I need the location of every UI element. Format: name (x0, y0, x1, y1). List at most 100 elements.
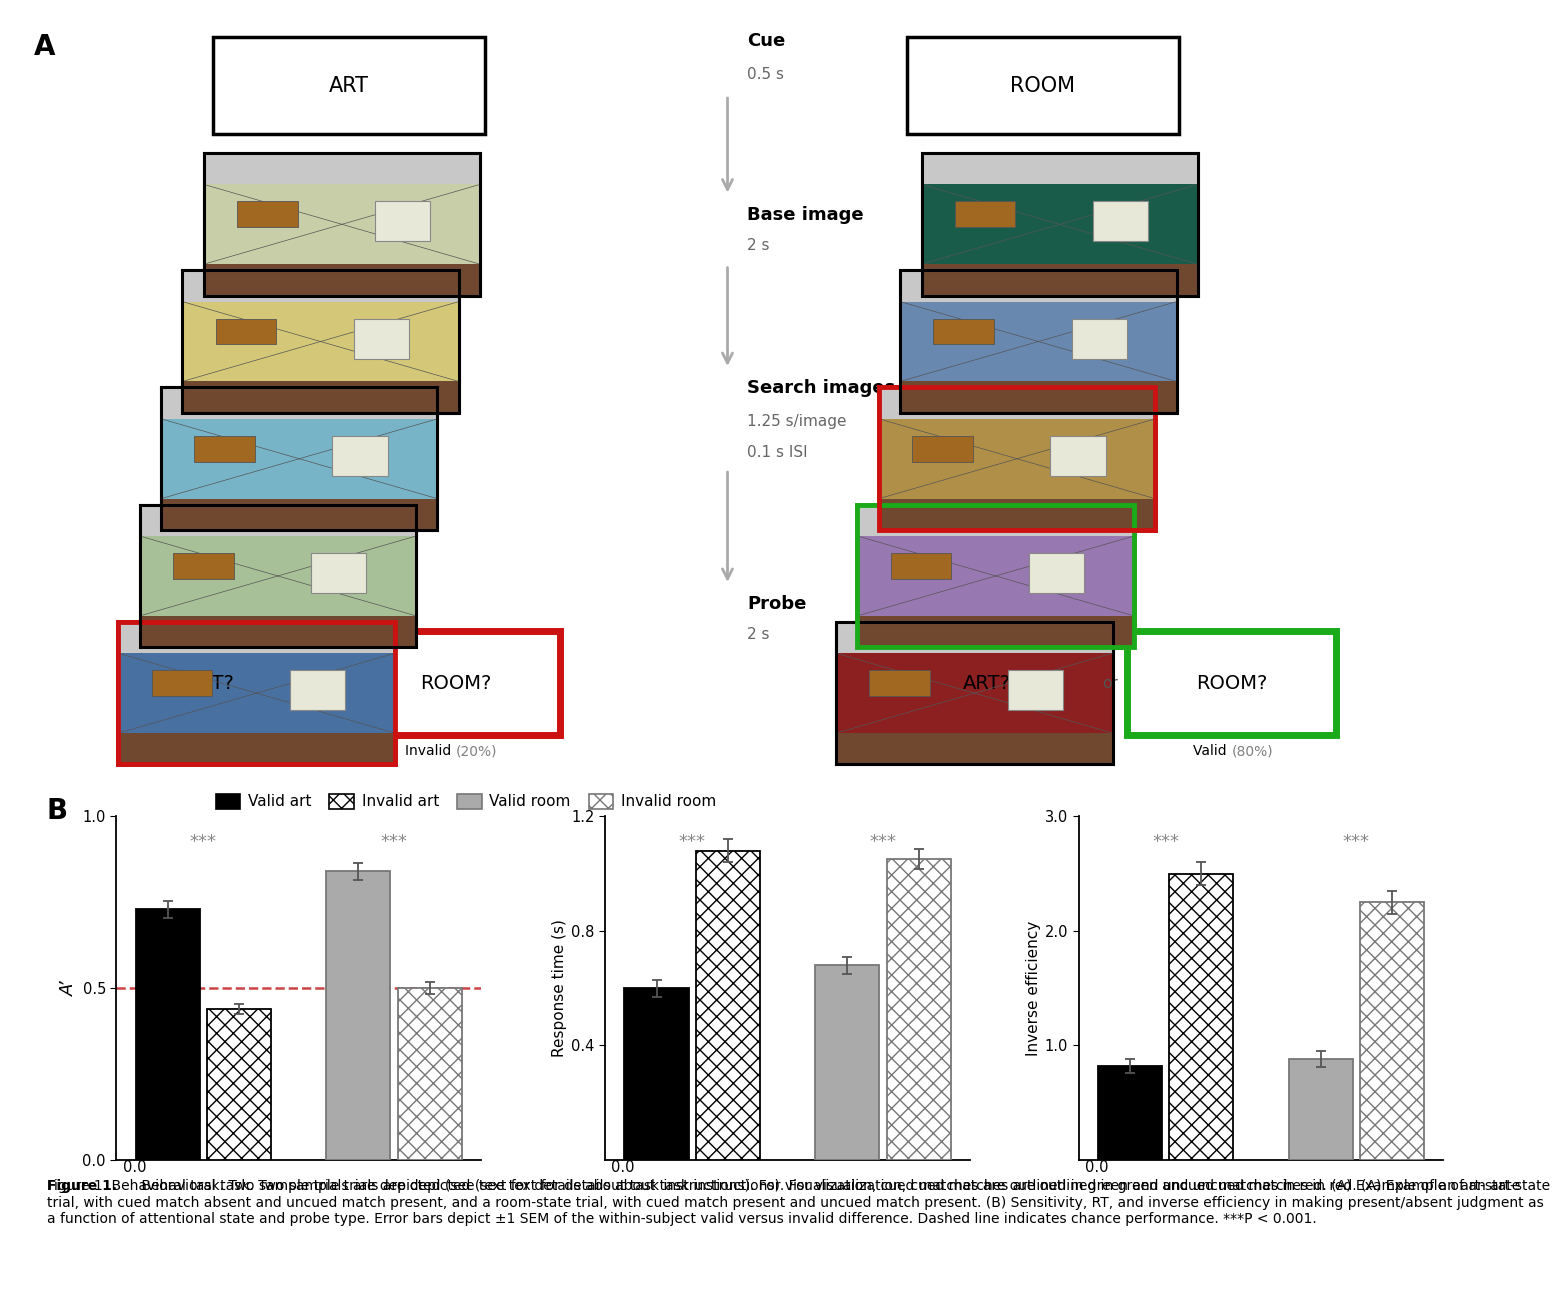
Bar (886, 859, 951, 1160)
Text: ROOM: ROOM (1010, 75, 1076, 96)
Text: ART?: ART? (964, 674, 1010, 692)
Bar (695, 851, 760, 1160)
Text: 0.0: 0.0 (1085, 1160, 1108, 1175)
FancyBboxPatch shape (140, 504, 416, 647)
Text: 0.5 s: 0.5 s (747, 67, 784, 82)
FancyBboxPatch shape (118, 622, 394, 653)
FancyBboxPatch shape (118, 622, 394, 765)
FancyBboxPatch shape (354, 319, 410, 359)
FancyBboxPatch shape (140, 616, 416, 647)
FancyBboxPatch shape (837, 734, 1113, 765)
Y-axis label: Response time (s): Response time (s) (553, 919, 568, 1058)
Bar (1288, 1059, 1353, 1160)
FancyBboxPatch shape (857, 616, 1135, 647)
FancyBboxPatch shape (933, 319, 995, 345)
FancyBboxPatch shape (161, 388, 438, 419)
FancyBboxPatch shape (900, 381, 1176, 413)
Bar (1169, 874, 1234, 1160)
Bar (397, 989, 462, 1160)
FancyBboxPatch shape (906, 38, 1178, 133)
FancyBboxPatch shape (878, 419, 1155, 499)
FancyBboxPatch shape (837, 622, 1113, 765)
FancyBboxPatch shape (183, 270, 459, 302)
Text: ***: *** (869, 833, 897, 851)
FancyBboxPatch shape (897, 631, 1077, 735)
FancyBboxPatch shape (878, 388, 1155, 530)
FancyBboxPatch shape (376, 201, 430, 241)
Text: 0.1 s ISI: 0.1 s ISI (747, 445, 807, 460)
Text: (80%): (80%) (211, 744, 253, 758)
Bar (624, 989, 689, 1160)
FancyBboxPatch shape (1071, 319, 1127, 359)
Text: Valid: Valid (1193, 744, 1231, 758)
FancyBboxPatch shape (290, 670, 345, 710)
Text: ROOM?: ROOM? (419, 674, 490, 692)
FancyBboxPatch shape (837, 653, 1113, 734)
FancyBboxPatch shape (237, 201, 298, 227)
Bar (326, 871, 391, 1160)
FancyBboxPatch shape (152, 670, 213, 696)
Text: 2 s: 2 s (747, 627, 770, 643)
Text: A: A (34, 34, 56, 61)
FancyBboxPatch shape (161, 499, 438, 530)
FancyBboxPatch shape (216, 319, 276, 345)
Text: Valid: Valid (172, 744, 211, 758)
Text: ***: *** (1342, 833, 1370, 851)
FancyBboxPatch shape (121, 631, 301, 735)
Text: or: or (1102, 675, 1117, 691)
Text: 0.0: 0.0 (123, 1160, 146, 1175)
Bar (815, 966, 880, 1160)
Text: Invalid: Invalid (405, 744, 455, 758)
FancyBboxPatch shape (869, 670, 930, 696)
FancyBboxPatch shape (922, 184, 1198, 264)
Text: ART?: ART? (188, 674, 234, 692)
FancyBboxPatch shape (194, 435, 255, 461)
FancyBboxPatch shape (332, 435, 388, 476)
FancyBboxPatch shape (857, 504, 1135, 537)
FancyBboxPatch shape (1029, 553, 1085, 594)
FancyBboxPatch shape (922, 153, 1198, 295)
Bar (135, 910, 200, 1160)
Legend: Valid art, Invalid art, Valid room, Invalid room: Valid art, Invalid art, Valid room, Inva… (210, 788, 722, 815)
FancyBboxPatch shape (140, 537, 416, 616)
Text: B: B (47, 797, 68, 826)
Text: (20%): (20%) (455, 744, 497, 758)
FancyBboxPatch shape (172, 553, 234, 579)
FancyBboxPatch shape (183, 270, 459, 413)
Text: (80%): (80%) (1231, 744, 1273, 758)
FancyBboxPatch shape (310, 553, 366, 594)
FancyBboxPatch shape (1051, 435, 1105, 476)
FancyBboxPatch shape (118, 734, 394, 765)
FancyBboxPatch shape (161, 419, 438, 499)
FancyBboxPatch shape (140, 504, 416, 537)
FancyBboxPatch shape (203, 184, 480, 264)
Text: ***: *** (380, 833, 408, 851)
Text: or: or (326, 675, 341, 691)
Text: Invalid: Invalid (936, 744, 987, 758)
Text: ***: *** (1152, 833, 1180, 851)
Text: Probe: Probe (747, 595, 807, 613)
Y-axis label: A’: A’ (61, 980, 78, 997)
Bar (1097, 1067, 1162, 1160)
FancyBboxPatch shape (351, 631, 560, 735)
Text: Cue: Cue (747, 32, 785, 51)
Text: Search images: Search images (747, 380, 896, 397)
Bar (206, 1008, 272, 1160)
Text: 2 s: 2 s (747, 238, 770, 253)
Text: Base image: Base image (747, 206, 863, 224)
FancyBboxPatch shape (954, 201, 1015, 227)
FancyBboxPatch shape (203, 264, 480, 295)
FancyBboxPatch shape (837, 622, 1113, 653)
FancyBboxPatch shape (900, 270, 1176, 302)
FancyBboxPatch shape (900, 270, 1176, 413)
FancyBboxPatch shape (203, 153, 480, 184)
FancyBboxPatch shape (214, 38, 484, 133)
FancyBboxPatch shape (891, 553, 951, 579)
FancyBboxPatch shape (922, 264, 1198, 295)
FancyBboxPatch shape (161, 388, 438, 530)
Text: Figure 1. Behavioral task. Two sample trials are depicted (see text for details : Figure 1. Behavioral task. Two sample tr… (47, 1179, 1543, 1226)
FancyBboxPatch shape (118, 653, 394, 734)
FancyBboxPatch shape (857, 504, 1135, 647)
Text: Behavioral task. Two sample trials are depicted (see text for details about task: Behavioral task. Two sample trials are d… (137, 1179, 1552, 1194)
FancyBboxPatch shape (878, 499, 1155, 530)
